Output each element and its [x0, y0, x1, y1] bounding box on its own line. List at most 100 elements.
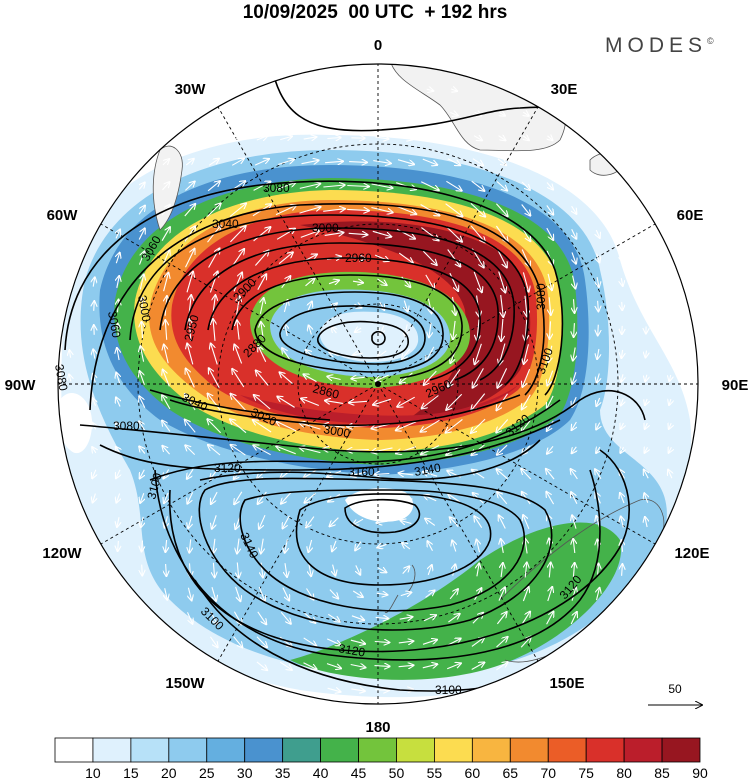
wind-vector	[401, 113, 411, 115]
wind-vector	[620, 447, 623, 453]
wind-vector	[621, 254, 623, 261]
graticule	[58, 64, 698, 704]
wind-vector	[548, 273, 552, 290]
wind-vector	[234, 113, 242, 116]
wind-vector	[396, 421, 417, 431]
wind-vector	[646, 350, 647, 358]
wind-vector	[285, 539, 288, 552]
wind-vector	[374, 642, 389, 643]
wind-vector	[233, 136, 243, 140]
wind-vector	[231, 249, 244, 268]
wind-vector	[327, 377, 341, 380]
wind-vector	[572, 515, 576, 529]
wind-vector	[281, 492, 292, 503]
wind-vector	[424, 370, 437, 385]
wind-vector	[282, 587, 289, 601]
colorbar-tick-label: 35	[275, 765, 291, 781]
wind-vector	[211, 344, 218, 365]
wind-vector	[376, 497, 389, 498]
wind-vector	[496, 637, 508, 648]
wind-vector	[446, 393, 463, 410]
wind-vector	[69, 399, 71, 406]
wind-vector	[235, 586, 241, 601]
wind-vector	[142, 322, 143, 339]
wind-vector	[445, 203, 463, 217]
lon-label-150e: 150E	[549, 675, 584, 692]
contour-line	[239, 489, 525, 612]
wind-vector	[326, 638, 341, 645]
wind-vector	[118, 540, 119, 551]
wind-vector	[621, 278, 622, 286]
wind-vector	[401, 521, 412, 524]
contour-label: 3000	[135, 294, 153, 323]
colorbar-swatch	[92, 737, 132, 763]
wind-vector	[446, 418, 463, 432]
wind-vector	[308, 302, 312, 311]
wind-vector	[350, 640, 365, 644]
wind-vector	[257, 113, 266, 116]
wind-vector	[309, 563, 311, 576]
wind-vector	[257, 274, 266, 290]
wind-vector	[668, 470, 672, 479]
wind-vector	[207, 419, 221, 434]
wind-vector	[377, 521, 388, 523]
wind-vector	[138, 251, 145, 265]
wind-vector	[186, 272, 193, 293]
colorbar-tick-label: 40	[313, 765, 329, 781]
wind-vector	[332, 327, 337, 334]
wind-vector	[523, 112, 528, 116]
wind-vector	[253, 445, 271, 456]
wind-vector	[213, 538, 215, 553]
colorbar-swatch	[130, 737, 170, 763]
wind-vector	[546, 492, 555, 505]
contour-line	[184, 242, 499, 381]
wind-vector	[333, 564, 336, 576]
lon-label-0: 0	[374, 37, 382, 54]
wind-vector	[499, 516, 506, 529]
lon-label-120w: 120W	[42, 545, 82, 562]
wind-vector	[498, 136, 506, 141]
wind-vector	[670, 350, 671, 357]
wind-vector	[572, 182, 577, 189]
lon-label-90w: 90W	[5, 377, 37, 394]
wind-vector	[140, 469, 145, 479]
wind-vector	[279, 636, 291, 647]
wind-vector	[330, 517, 339, 527]
wind-vector	[402, 348, 411, 359]
wind-vector	[162, 446, 171, 455]
wind-vector	[163, 370, 170, 387]
wind-vector	[448, 494, 461, 503]
lon-label-60w: 60W	[47, 207, 79, 224]
wind-vector	[501, 295, 504, 317]
wind-vector	[450, 113, 457, 116]
lon-label-150w: 150W	[165, 675, 205, 692]
wind-vector	[282, 348, 291, 361]
wind-vector	[329, 114, 338, 115]
wind-vector	[229, 204, 246, 217]
wind-vector	[598, 300, 599, 311]
wind-vector	[276, 421, 297, 432]
wind-vector	[521, 612, 530, 625]
wind-vector	[669, 399, 671, 405]
wind-vector	[421, 419, 440, 431]
wind-vector	[140, 493, 144, 503]
wind-vector	[620, 493, 624, 504]
wind-vector	[305, 113, 314, 114]
wind-vector	[471, 180, 485, 191]
wind-vector	[231, 394, 246, 411]
wind-vector	[447, 158, 460, 165]
wind-vector	[445, 226, 462, 241]
wind-vector	[496, 612, 506, 625]
wind-vector	[213, 319, 215, 341]
wind-vector	[117, 348, 119, 361]
wind-vector	[304, 374, 317, 383]
wind-vector	[187, 344, 194, 365]
wind-vector	[165, 320, 166, 340]
wind-vector	[371, 206, 392, 213]
wind-shade-85	[240, 385, 518, 424]
wind-vector	[93, 277, 95, 287]
meridian-line	[100, 383, 379, 545]
wind-vector	[547, 159, 552, 164]
wind-vector	[116, 253, 119, 264]
wind-vector	[402, 89, 410, 90]
